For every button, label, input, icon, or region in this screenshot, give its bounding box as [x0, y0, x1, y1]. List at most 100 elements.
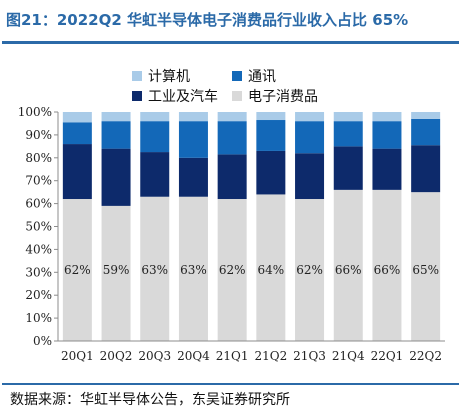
x-tick-label: 21Q3 — [293, 349, 326, 363]
data-label: 64% — [258, 263, 285, 277]
data-label: 62% — [64, 263, 91, 277]
y-tick-label: 70% — [25, 174, 52, 188]
bar-segment-computer — [333, 112, 363, 122]
legend-item: 计算机 — [132, 69, 190, 85]
bar-stack-22Q2 — [411, 112, 441, 341]
legend-swatch — [132, 91, 142, 101]
bar-segment-computer — [101, 112, 131, 122]
bar-stacks — [62, 112, 441, 341]
bar-segment-communication — [140, 121, 170, 153]
bar-segment-consumer — [217, 199, 247, 341]
y-tick-label: 60% — [25, 197, 52, 211]
bar-segment-computer — [140, 112, 170, 122]
y-tick-label: 100% — [18, 105, 52, 119]
source-note: 数据来源：华虹半导体公告，东吴证券研究所 — [10, 392, 290, 408]
bar-segment-consumer — [101, 205, 131, 341]
legend-item: 工业及汽车 — [132, 88, 218, 105]
bar-segment-computer — [217, 112, 247, 122]
bar-segment-consumer — [295, 199, 325, 341]
data-label: 66% — [335, 263, 362, 277]
bar-stack-20Q3 — [140, 112, 170, 341]
bar-segment-consumer — [333, 189, 363, 341]
x-tick-label: 20Q1 — [61, 349, 94, 363]
bar-stack-20Q4 — [178, 112, 208, 341]
bar-segment-industrial_auto — [62, 144, 92, 200]
bar-segment-communication — [178, 121, 208, 158]
bar-segment-computer — [372, 112, 402, 122]
bar-segment-consumer — [62, 199, 92, 341]
bar-segment-industrial_auto — [411, 145, 441, 193]
x-axis: 20Q1 20Q2 20Q3 20Q4 21Q1 21Q2 21Q3 21Q4 22Q1 22Q2 — [58, 340, 445, 363]
bar-segment-industrial_auto — [295, 153, 325, 200]
x-tick-label: 20Q3 — [138, 349, 171, 363]
y-tick-label: 20% — [25, 288, 52, 302]
y-axis: 0% 10% 20% 30% 40% 50% 60% 70% 80% 90% 100% — [18, 105, 59, 348]
bar-segment-computer — [411, 112, 441, 119]
bar-segment-computer — [256, 112, 286, 121]
y-tick-label: 30% — [25, 265, 52, 279]
bar-segment-communication — [217, 121, 247, 155]
bar-stack-20Q1 — [62, 112, 92, 341]
data-label: 65% — [412, 263, 439, 277]
data-label: 66% — [374, 263, 401, 277]
bar-segment-consumer — [411, 192, 441, 341]
y-tick-label: 40% — [25, 242, 52, 256]
y-tick-label: 50% — [25, 220, 52, 234]
x-tick-label: 22Q1 — [371, 349, 404, 363]
x-tick-label: 21Q1 — [216, 349, 249, 363]
bar-segment-computer — [62, 112, 92, 123]
bar-stack-21Q2 — [256, 112, 286, 341]
legend-swatch — [232, 91, 242, 101]
title-rule — [2, 41, 459, 44]
bar-stack-20Q2 — [101, 112, 131, 341]
bar-segment-communication — [256, 120, 286, 151]
bar-stack-21Q3 — [295, 112, 325, 341]
data-label: 59% — [103, 263, 130, 277]
legend-item: 通讯 — [232, 69, 276, 85]
bar-segment-communication — [411, 118, 441, 146]
legend-swatch — [232, 71, 242, 81]
legend-label: 计算机 — [148, 69, 190, 85]
legend-label: 电子消费品 — [248, 89, 318, 105]
bar-segment-consumer — [256, 194, 286, 341]
bar-segment-consumer — [140, 196, 170, 341]
bar-segment-computer — [295, 112, 325, 122]
bar-segment-industrial_auto — [256, 150, 286, 195]
bar-segment-communication — [62, 122, 92, 145]
bar-segment-industrial_auto — [140, 152, 170, 197]
bar-segment-communication — [333, 121, 363, 147]
bar-segment-communication — [372, 121, 402, 149]
bar-segment-communication — [295, 121, 325, 154]
data-label: 62% — [219, 263, 246, 277]
y-tick-label: 0% — [33, 334, 52, 348]
y-tick-label: 80% — [25, 151, 52, 165]
bar-stack-21Q4 — [333, 112, 363, 341]
data-label: 63% — [141, 263, 168, 277]
x-tick-label: 21Q4 — [332, 349, 365, 363]
bar-segment-industrial_auto — [101, 148, 131, 206]
x-tick-label: 22Q2 — [409, 349, 442, 363]
bar-segment-industrial_auto — [217, 154, 247, 200]
x-tick-label: 21Q2 — [254, 349, 287, 363]
bar-stack-22Q1 — [372, 112, 402, 341]
x-tick-label: 20Q4 — [177, 349, 210, 363]
bar-segment-consumer — [372, 189, 402, 341]
y-tick-label: 10% — [25, 311, 52, 325]
bar-segment-consumer — [178, 196, 208, 341]
bar-segment-communication — [101, 121, 131, 149]
bar-segment-industrial_auto — [372, 148, 402, 190]
legend-label: 通讯 — [248, 69, 276, 85]
legend-label: 工业及汽车 — [148, 88, 218, 105]
figure-title: 图21：2022Q2 华虹半导体电子消费品行业收入占比 65% — [6, 11, 409, 29]
legend-item: 电子消费品 — [232, 89, 318, 105]
source-rule — [2, 383, 459, 385]
bar-segment-industrial_auto — [333, 146, 363, 190]
data-label: 63% — [180, 263, 207, 277]
bar-segment-industrial_auto — [178, 157, 208, 197]
data-label: 62% — [296, 263, 323, 277]
x-tick-label: 20Q2 — [100, 349, 133, 363]
legend-swatch — [132, 71, 142, 81]
value-labels: 62% 59% 63% 63% 62% 64% 62% 66% 66% 65% — [64, 263, 439, 277]
